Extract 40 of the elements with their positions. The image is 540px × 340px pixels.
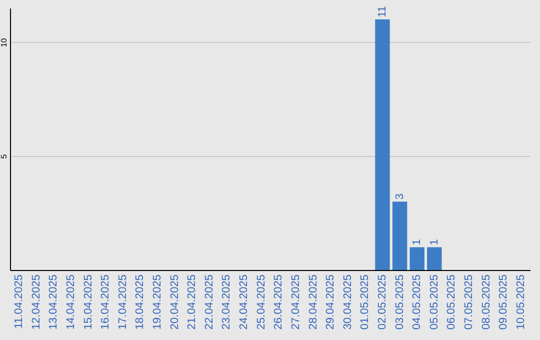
bar [392,202,408,270]
x-tick-label: 08.05.2025 [480,274,492,330]
x-tick-label: 18.04.2025 [134,274,146,330]
x-tick-label: 30.04.2025 [342,274,354,330]
data-label: 3 [394,194,406,200]
x-tick-label: 05.05.2025 [428,274,440,330]
x-tick-label: 02.05.2025 [376,274,388,330]
x-tick-label: 20.04.2025 [168,274,181,330]
y-tick-label: 5 [0,154,8,159]
x-tick-label: 16.04.2025 [100,274,112,330]
data-label: 1 [411,239,424,246]
y-tick-label: 10 [0,38,8,48]
data-label: 11 [376,6,388,18]
x-tick-label: 23.04.2025 [220,274,233,330]
x-tick-label: 10.05.2025 [514,274,527,330]
x-tick-label: 27.04.2025 [290,274,302,330]
x-tick-label: 04.05.2025 [411,274,424,330]
x-tick-label: 28.04.2025 [307,274,320,330]
x-tick-label: 26.04.2025 [272,274,285,330]
x-tick-label: 14.04.2025 [65,274,77,330]
x-tick-label: 09.05.2025 [498,274,510,330]
x-tick-label: 03.05.2025 [394,274,406,330]
x-tick-label: 29.04.2025 [324,274,337,330]
x-tick-label: 06.05.2025 [446,274,458,330]
bar [410,247,424,270]
x-tick-label: 19.04.2025 [152,274,164,330]
x-tick-label: 15.04.2025 [82,274,94,330]
x-tick-label: 25.04.2025 [255,274,268,330]
bar [427,247,442,270]
x-tick-label: 12.04.2025 [30,274,42,330]
x-tick-label: 24.04.2025 [238,274,250,330]
x-tick-label: 13.04.2025 [48,274,60,330]
x-tick-label: 07.05.2025 [463,274,475,330]
bar [375,19,390,270]
x-tick-label: 17.04.2025 [116,274,129,330]
x-tick-label: 11.04.2025 [13,274,26,329]
x-tick-label: 01.05.2025 [359,274,372,330]
data-label: 1 [428,239,440,246]
x-tick-label: 22.04.2025 [203,274,216,330]
x-tick-label: 21.04.2025 [186,274,198,330]
